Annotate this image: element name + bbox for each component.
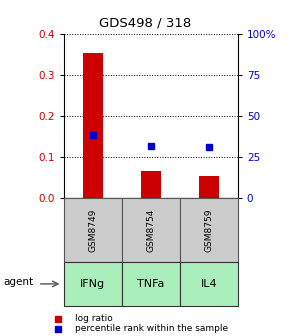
Text: GSM8759: GSM8759 [204,208,213,252]
Bar [83,53,103,198]
Text: IFNg: IFNg [80,279,105,289]
Text: log ratio: log ratio [75,314,113,323]
Text: GSM8754: GSM8754 [146,208,155,252]
Bar [141,171,161,198]
Text: percentile rank within the sample: percentile rank within the sample [75,324,229,333]
Bar [199,176,219,198]
Text: IL4: IL4 [200,279,217,289]
Text: GDS498 / 318: GDS498 / 318 [99,17,191,30]
Text: agent: agent [3,277,33,287]
Text: TNFa: TNFa [137,279,164,289]
Text: GSM8749: GSM8749 [88,208,97,252]
